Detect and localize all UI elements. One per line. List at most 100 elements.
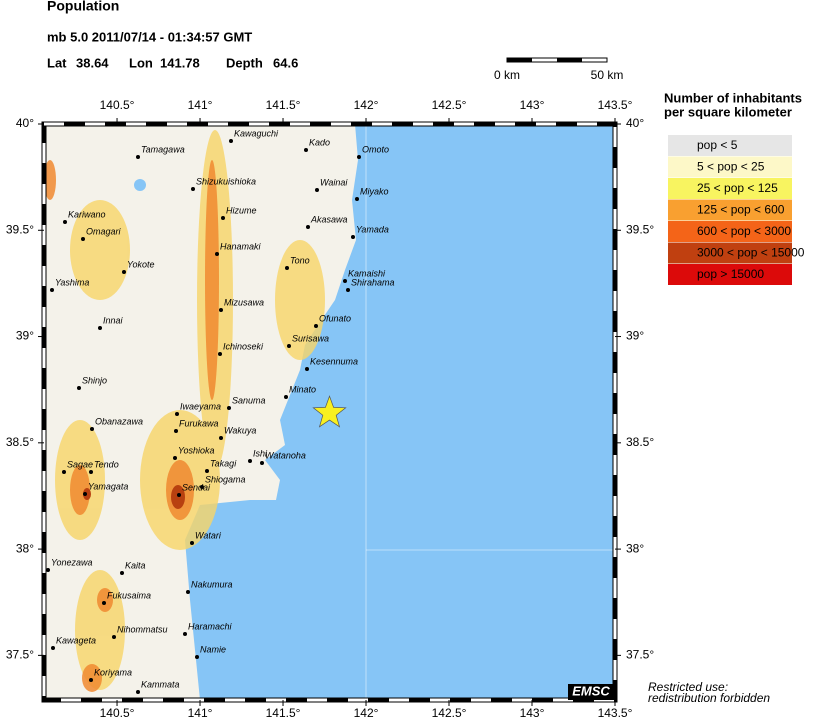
town-label: Furukawa — [179, 418, 219, 428]
town-label: Mizusawa — [224, 297, 264, 307]
town-dot — [98, 326, 102, 330]
x-tick-label: 141.5° — [266, 706, 301, 720]
town-dot — [50, 288, 54, 292]
town-label: Tamagawa — [141, 144, 185, 154]
town-dot — [183, 632, 187, 636]
town-dot — [173, 456, 177, 460]
town-dot — [343, 279, 347, 283]
x-tick-label: 141° — [188, 706, 213, 720]
town-dot — [219, 308, 223, 312]
town-dot — [122, 270, 126, 274]
x-tick-label: 143.5° — [598, 98, 633, 112]
lon-label: Lon — [129, 55, 153, 70]
town-label: Minato — [289, 384, 316, 394]
town-label: Tendo — [94, 459, 119, 469]
town-dot — [175, 412, 179, 416]
town-label: Fukusaima — [107, 590, 151, 600]
town-dot — [314, 324, 318, 328]
x-tick-label: 142° — [354, 98, 379, 112]
town-label: Kawaguchi — [234, 128, 279, 138]
x-tick-label: 143.5° — [598, 706, 633, 720]
lat-value: 38.64 — [76, 55, 109, 70]
legend-title: Number of inhabitants — [664, 90, 802, 105]
y-tick-label: 38.5° — [626, 435, 654, 449]
town-dot — [46, 568, 50, 572]
town-dot — [351, 235, 355, 239]
town-label: Wakuya — [224, 425, 256, 435]
town-label: Yokote — [127, 259, 155, 269]
town-dot — [227, 406, 231, 410]
town-dot — [83, 492, 87, 496]
legend-label: 5 < pop < 25 — [697, 160, 765, 174]
town-dot — [77, 386, 81, 390]
town-dot — [248, 459, 252, 463]
town-label: Yashima — [55, 277, 89, 287]
y-tick-label: 38.5° — [6, 435, 34, 449]
legend-label: pop < 5 — [697, 138, 738, 152]
town-label: Omagari — [86, 226, 122, 236]
town-label: Kariwano — [68, 209, 106, 219]
town-label: Ichinoseki — [223, 341, 264, 351]
town-dot — [120, 571, 124, 575]
scale-end: 50 km — [591, 68, 624, 82]
footer: redistribution forbidden — [648, 691, 770, 705]
legend-label: 25 < pop < 125 — [697, 181, 778, 195]
town-dot — [102, 601, 106, 605]
x-tick-label: 142.5° — [432, 706, 467, 720]
y-tick-label: 37.5° — [626, 648, 654, 662]
legend-swatch — [668, 199, 792, 221]
town-label: Surisawa — [292, 333, 329, 343]
town-label: Watari — [195, 530, 222, 540]
town-dot — [346, 288, 350, 292]
town-dot — [63, 220, 67, 224]
town-dot — [229, 139, 233, 143]
legend-label: 600 < pop < 3000 — [697, 224, 791, 238]
town-dot — [186, 590, 190, 594]
epicenter — [312, 395, 347, 428]
depth-value: 64.6 — [273, 55, 298, 70]
event-info: mb 5.0 2011/07/14 - 01:34:57 GMT — [47, 29, 252, 44]
scale-start: 0 km — [494, 68, 520, 82]
town-label: Kado — [309, 137, 330, 147]
x-tick-label: 143° — [520, 706, 545, 720]
town-dot — [287, 344, 291, 348]
y-tick-label: 39° — [626, 329, 644, 343]
lat-label: Lat — [47, 55, 67, 70]
legend-swatch — [668, 135, 792, 156]
town-dot — [315, 188, 319, 192]
legend-swatch — [668, 221, 792, 242]
scale-bar: 0 km 50 km — [494, 57, 624, 82]
town-label: Miyako — [360, 186, 389, 196]
town-dot — [90, 427, 94, 431]
town-dot — [306, 225, 310, 229]
legend-swatch — [668, 156, 792, 178]
x-tick-label: 140.5° — [100, 706, 135, 720]
legend-swatch — [668, 178, 792, 199]
town-dot — [136, 155, 140, 159]
footer: Restricted use: — [648, 680, 728, 694]
town-label: Kaita — [125, 560, 146, 570]
town-label: Shinjo — [82, 375, 107, 385]
town-label: Yamada — [356, 224, 389, 234]
town-dot — [89, 678, 93, 682]
town-dot — [190, 541, 194, 545]
town-dot — [284, 395, 288, 399]
town-label: Hanamaki — [220, 241, 262, 251]
legend-swatch — [668, 264, 792, 285]
x-tick-label: 140.5° — [100, 98, 135, 112]
town-label: Haramachi — [188, 621, 233, 631]
y-tick-label: 38° — [626, 541, 644, 555]
depth-label: Depth — [226, 55, 263, 70]
y-tick-label: 40° — [16, 116, 34, 130]
town-dot — [174, 429, 178, 433]
town-label: Yonezawa — [51, 557, 93, 567]
town-label: Obanazawa — [95, 416, 143, 426]
town-label: Kamaishi — [348, 268, 386, 278]
town-dot — [304, 148, 308, 152]
legend-label: 125 < pop < 600 — [697, 203, 785, 217]
town-dot — [205, 469, 209, 473]
town-dot — [357, 155, 361, 159]
town-label: Sagae — [67, 459, 93, 469]
town-label: Kesennuma — [310, 356, 358, 366]
town-label: Nakumura — [191, 579, 233, 589]
